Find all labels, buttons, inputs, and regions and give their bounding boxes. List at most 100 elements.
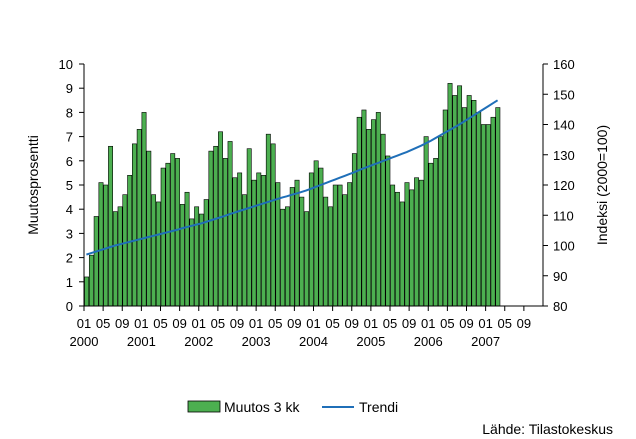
- bar: [328, 206, 333, 307]
- x-tick-label: 09: [517, 316, 531, 331]
- bar: [227, 141, 233, 307]
- bar: [189, 218, 195, 307]
- x-tick-label: 01: [421, 316, 435, 331]
- bar: [442, 109, 448, 307]
- bar: [280, 208, 286, 307]
- left-tick-label: 9: [66, 81, 73, 96]
- x-year-label: 2004: [299, 334, 328, 349]
- bar: [495, 107, 501, 307]
- bar: [471, 100, 477, 307]
- bar: [485, 124, 491, 307]
- bar: [198, 213, 204, 307]
- right-tick-label: 80: [553, 299, 567, 314]
- x-tick-label: 01: [364, 316, 378, 331]
- bar: [179, 204, 185, 307]
- bar: [337, 184, 343, 307]
- bar: [132, 143, 137, 307]
- bar: [165, 162, 171, 307]
- legend-bar-label: Muutos 3 kk: [224, 399, 300, 415]
- bar: [141, 112, 147, 307]
- bar: [285, 206, 290, 307]
- bar: [218, 131, 223, 307]
- bar: [461, 107, 467, 307]
- bar: [466, 95, 472, 307]
- bar: [481, 124, 486, 307]
- x-tick-label: 09: [287, 316, 301, 331]
- left-tick-label: 1: [66, 275, 73, 290]
- bar: [289, 187, 295, 307]
- bar: [375, 112, 381, 307]
- bar: [98, 182, 104, 307]
- bar: [275, 182, 281, 307]
- x-tick-label: 01: [192, 316, 206, 331]
- x-tick-label: 05: [498, 316, 512, 331]
- x-tick-label: 09: [345, 316, 359, 331]
- left-tick-label: 0: [66, 299, 73, 314]
- x-tick-label: 05: [153, 316, 167, 331]
- x-tick-label: 09: [402, 316, 416, 331]
- x-year-label: 2001: [127, 334, 156, 349]
- x-year-label: 2005: [356, 334, 385, 349]
- bar: [294, 179, 300, 307]
- bar: [308, 172, 314, 307]
- bar: [232, 177, 238, 307]
- right-axis-title: Indeksi (2000=100): [594, 125, 610, 245]
- bar: [385, 155, 391, 307]
- left-tick-label: 2: [66, 251, 73, 266]
- bar: [394, 191, 400, 307]
- x-year-label: 2000: [70, 334, 99, 349]
- bar: [366, 129, 372, 307]
- bar: [175, 158, 180, 307]
- bar: [299, 196, 305, 307]
- x-tick-label: 05: [96, 316, 110, 331]
- bar: [490, 116, 496, 307]
- x-tick-label: 05: [268, 316, 282, 331]
- bar: [356, 116, 362, 307]
- right-y-ticks: 80 90 100 110 120 130 140 150 160: [543, 57, 575, 314]
- bar: [246, 148, 252, 307]
- bar: [117, 206, 123, 307]
- bar: [390, 184, 396, 307]
- bar: [476, 112, 482, 307]
- bar: [318, 167, 324, 307]
- left-tick-label: 6: [66, 154, 73, 169]
- bar: [88, 254, 94, 307]
- bar: [213, 145, 219, 307]
- right-tick-label: 120: [553, 178, 575, 193]
- bar: [151, 194, 157, 307]
- bar: [304, 211, 310, 307]
- trend-line: [86, 99, 499, 256]
- legend-line-label: Trendi: [359, 399, 398, 415]
- left-y-ticks: 0 1 2 3 4 5 6 7 8 9 10: [59, 57, 84, 314]
- bar: [313, 160, 319, 307]
- x-tick-label: 01: [306, 316, 320, 331]
- bar: [414, 177, 419, 307]
- right-tick-label: 140: [553, 118, 575, 133]
- bar: [103, 184, 109, 307]
- bar: [418, 179, 424, 307]
- bar: [347, 182, 353, 307]
- bar: [447, 83, 453, 307]
- x-tick-label: 09: [172, 316, 186, 331]
- bar: [361, 109, 367, 307]
- left-tick-label: 10: [59, 57, 73, 72]
- bar: [342, 194, 348, 307]
- bar: [155, 201, 161, 307]
- right-tick-label: 100: [553, 239, 575, 254]
- right-tick-label: 90: [553, 269, 567, 284]
- bar: [265, 133, 271, 307]
- bar: [256, 172, 262, 307]
- legend: Muutos 3 kk Trendi: [187, 399, 398, 415]
- bar: [404, 182, 410, 307]
- bar: [237, 172, 243, 307]
- bar: [160, 167, 166, 307]
- bar: [371, 119, 376, 307]
- right-tick-label: 130: [553, 148, 575, 163]
- right-tick-label: 110: [553, 208, 574, 223]
- bar: [194, 206, 200, 307]
- left-tick-label: 7: [66, 130, 73, 145]
- bar: [423, 136, 429, 307]
- bar: [84, 276, 90, 307]
- bar: [409, 189, 415, 307]
- x-year-label: 2007: [471, 334, 500, 349]
